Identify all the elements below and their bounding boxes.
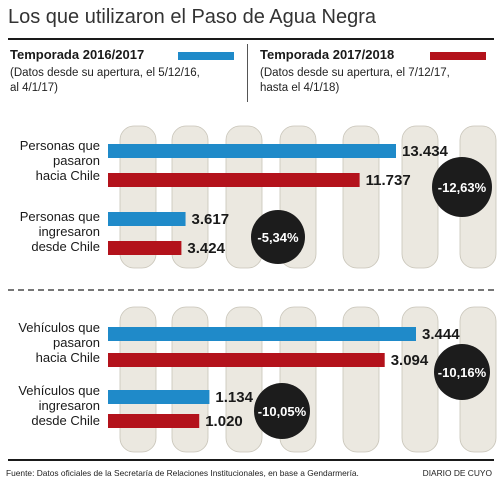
data-label-1-0-series1: 3.094: [391, 352, 429, 369]
data-label-0-1-series1: 3.424: [187, 240, 225, 257]
background-column-0-0: [119, 125, 157, 269]
legend-season1-note: (Datos desde su apertura, el 5/12/16, al…: [10, 66, 200, 96]
legend-season2-note-line1: (Datos desde su apertura, el 7/12/17,: [260, 67, 450, 79]
change-badge-0-1: [251, 210, 305, 264]
legend-season2-note-line2: hasta el 4/1/18): [260, 82, 340, 94]
bar-1-1-series1: [108, 414, 200, 428]
data-label-1-1-series1: 1.020: [205, 413, 243, 430]
change-badge-0-0: [432, 157, 492, 217]
category-label-0-1-line0: Personas que: [20, 209, 100, 224]
legend-season1-swatch: [178, 52, 234, 60]
category-label-1-1-line0: Vehículos que: [18, 383, 100, 398]
change-label-0-1: -5,34%: [257, 230, 299, 245]
background-column-0-1: [171, 125, 209, 269]
bar-0-0-series0: [108, 144, 396, 158]
data-label-1-0-series0: 3.444: [422, 326, 460, 343]
data-label-0-0-series0: 13.434: [402, 143, 449, 160]
legend-season2-note: (Datos desde su apertura, el 7/12/17, ha…: [260, 66, 450, 96]
change-label-1-0: -10,16%: [438, 365, 487, 380]
category-label-0-0-line2: hacia Chile: [36, 168, 100, 183]
legend-season1-title: Temporada 2016/2017: [10, 47, 145, 62]
legend-season2-title: Temporada 2017/2018: [260, 47, 395, 62]
change-label-0-0: -12,63%: [438, 180, 487, 195]
legend-separator: [247, 44, 248, 102]
category-label-0-1-line1: ingresaron: [39, 224, 100, 239]
chart-title: Los que utilizaron el Paso de Agua Negra: [8, 6, 377, 28]
change-badge-1-1: [254, 383, 310, 439]
bar-1-0-series0: [108, 327, 416, 341]
background-column-0-4: [342, 125, 380, 269]
bar-1-1-series0: [108, 390, 210, 404]
category-label-0-1-line2: desde Chile: [31, 239, 100, 254]
bar-0-0-series1: [108, 173, 360, 187]
title-rule: [8, 38, 494, 40]
legend-season1-note-line1: (Datos desde su apertura, el 5/12/16,: [10, 67, 200, 79]
category-label-0-0-line0: Personas que: [20, 138, 100, 153]
data-label-0-1-series0: 3.617: [192, 211, 230, 228]
category-label-0-0-line1: pasaron: [53, 153, 100, 168]
background-column-1-2: [225, 306, 263, 453]
change-badge-1-0: [434, 344, 490, 400]
bar-0-1-series1: [108, 241, 182, 255]
bar-1-0-series1: [108, 353, 385, 367]
data-label-1-1-series0: 1.134: [215, 389, 253, 406]
background-column-1-4: [342, 306, 380, 453]
category-label-1-0-line0: Vehículos que: [18, 320, 100, 335]
legend-season1-note-line2: al 4/1/17): [10, 82, 58, 94]
category-label-1-1-line1: ingresaron: [39, 398, 100, 413]
category-label-1-1-line2: desde Chile: [31, 413, 100, 428]
footer-source: Fuente: Datos oficiales de la Secretaría…: [6, 468, 359, 478]
data-label-0-0-series1: 11.737: [366, 172, 411, 189]
footer-brand: DIARIO DE CUYO: [422, 468, 492, 478]
legend-season2-swatch: [430, 52, 486, 60]
category-label-1-0-line1: pasaron: [53, 335, 100, 350]
section-divider: [8, 289, 494, 291]
bar-0-1-series0: [108, 212, 186, 226]
change-label-1-1: -10,05%: [258, 404, 307, 419]
footer-rule: [8, 459, 494, 461]
category-label-1-0-line2: hacia Chile: [36, 350, 100, 365]
